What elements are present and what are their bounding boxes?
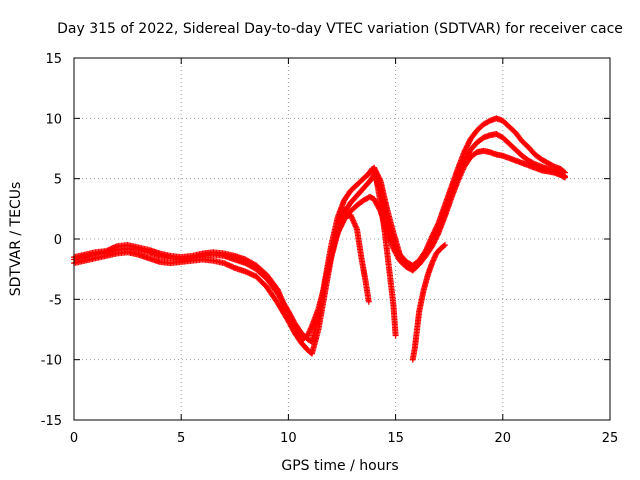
y-tick-label: 0	[54, 233, 62, 248]
data-point-branch-e	[392, 332, 399, 339]
x-tick-label: 20	[495, 431, 512, 446]
x-tick-label: 25	[602, 431, 619, 446]
y-tick-label: 15	[45, 52, 62, 67]
ticks-layer: 0 5 10 15 20 25 -15 -10 -5 0 5 10 15	[41, 52, 619, 446]
y-tick-label: -5	[49, 293, 62, 308]
y-tick-label: -10	[41, 354, 62, 369]
x-tick-label: 0	[70, 431, 78, 446]
y-tick-label: 10	[45, 112, 62, 127]
data-marks-layer	[71, 115, 568, 363]
data-point-branch-f	[441, 242, 448, 249]
y-tick-label: 5	[54, 173, 62, 188]
data-point-branch-d	[365, 298, 372, 305]
data-point-branch-f	[440, 242, 447, 249]
x-tick-label: 15	[387, 431, 404, 446]
y-tick-label: -15	[41, 414, 62, 429]
chart-title: Day 315 of 2022, Sidereal Day-to-day VTE…	[57, 21, 623, 37]
y-axis-label: SDTVAR / TECUs	[8, 182, 24, 297]
x-axis-label: GPS time / hours	[281, 458, 398, 474]
x-tick-label: 10	[280, 431, 297, 446]
x-tick-label: 5	[177, 431, 185, 446]
data-point-trace-c	[561, 174, 568, 181]
